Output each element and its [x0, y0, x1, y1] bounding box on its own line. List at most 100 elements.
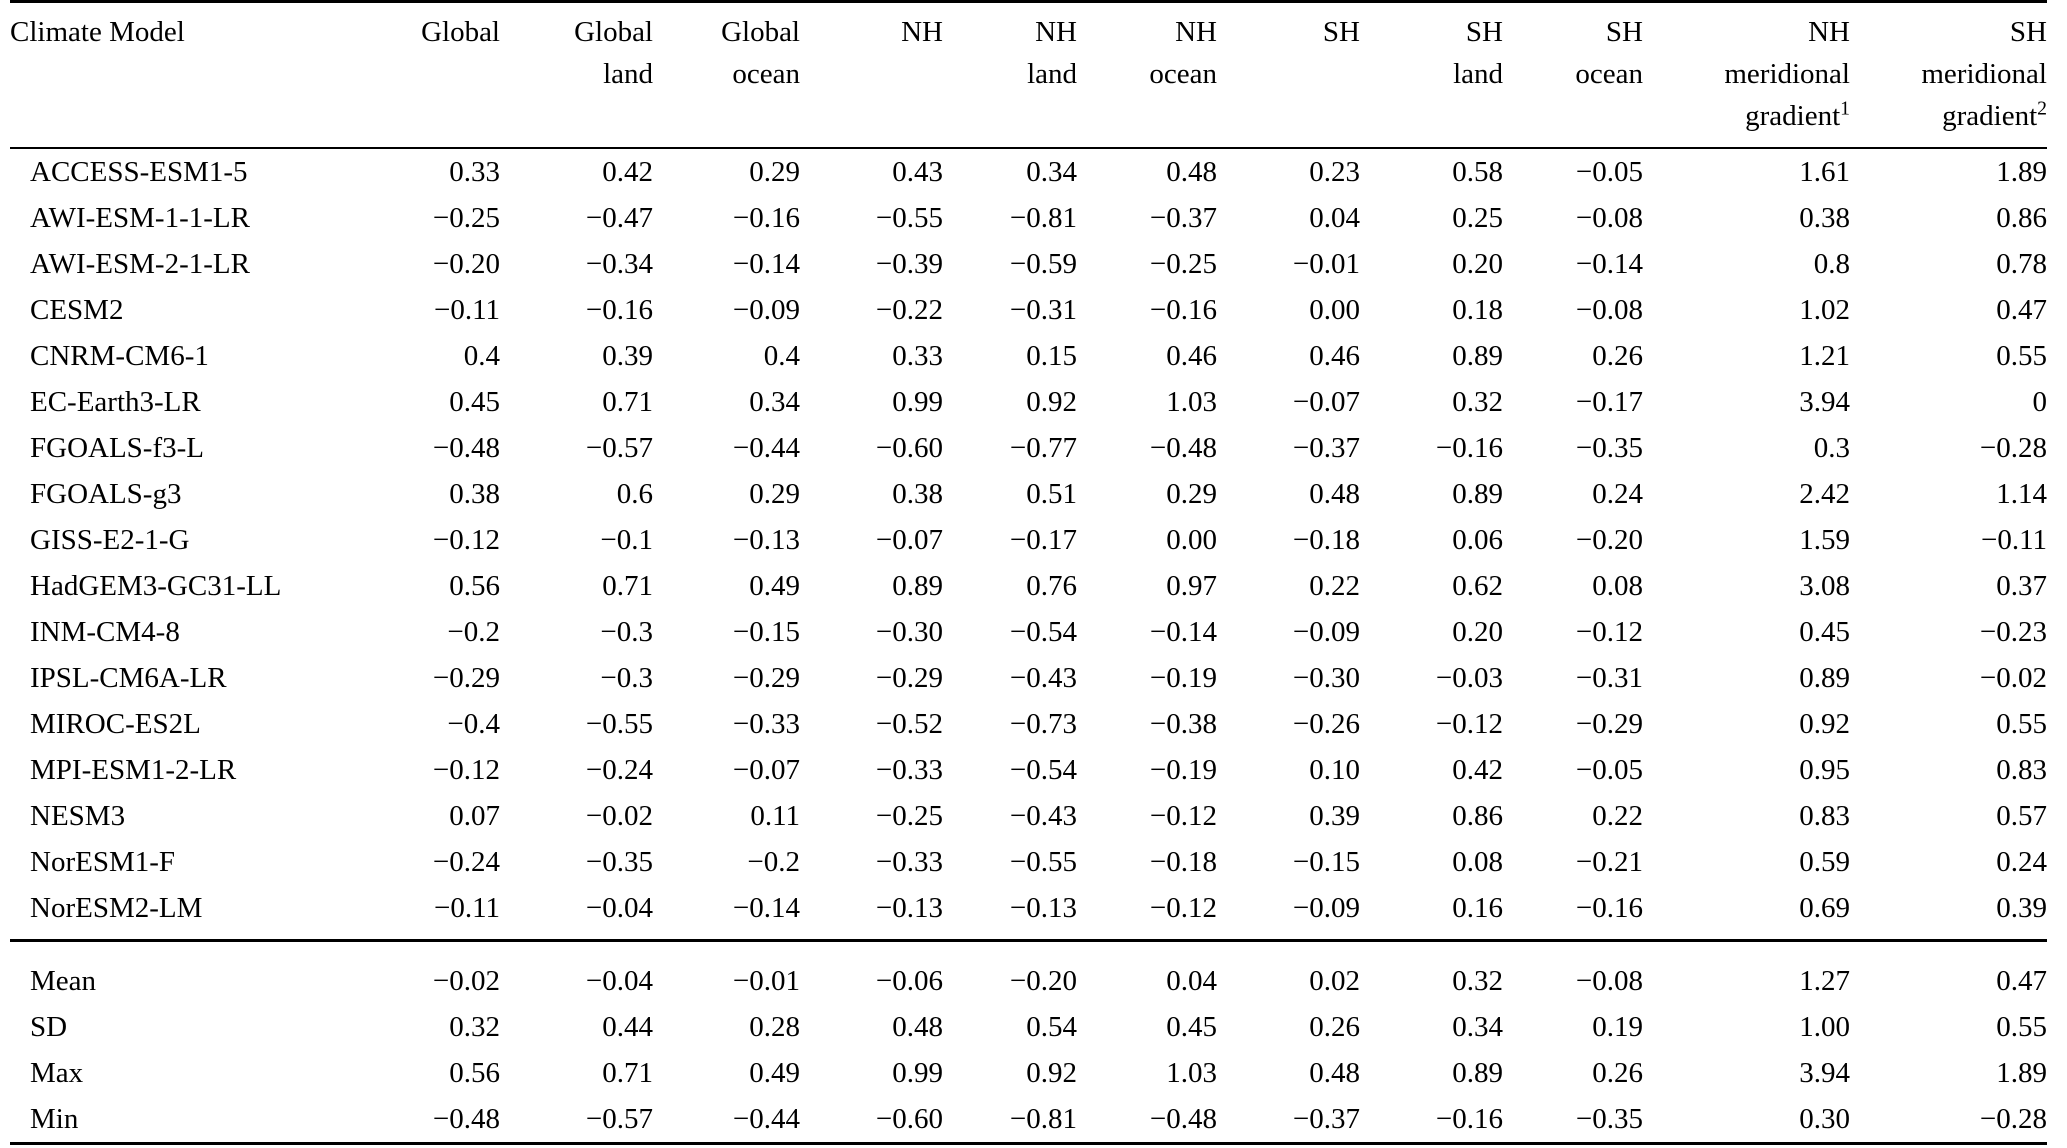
value-cell: −0.35 [1575, 1102, 1643, 1135]
value-cell: −0.08 [1503, 939, 1643, 1004]
table-row: CNRM-CM6-1 0.4 0.39 0.4 0.33 0.15 0.46 0.46 0.89… [10, 333, 2047, 379]
column-header-line: NH [1175, 16, 1217, 48]
value-cell: −0.05 [1575, 753, 1643, 786]
value-cell: 0.39 [602, 339, 653, 372]
value-cell: −0.05 [1575, 155, 1643, 188]
value-cell: 0.76 [1026, 569, 1077, 602]
model-name-cell: INM-CM4-8 [30, 615, 180, 648]
column-header: NH land [943, 1, 1077, 149]
value-cell: −0.12 [1435, 707, 1503, 740]
table-row: NorESM1-F −0.24 −0.35 −0.2 −0.33 −0.55 −0.18 −0… [10, 839, 2047, 885]
value-cell: 0.4 [763, 339, 800, 372]
value-cell: −0.16 [585, 293, 653, 326]
value-cell: −0.19 [1149, 661, 1217, 694]
value-cell: 1.03 [1166, 385, 1217, 418]
value-cell: −0.11 [1980, 523, 2047, 556]
value-cell: 0.48 [1166, 155, 1217, 188]
value-cell: −0.07 [875, 523, 943, 556]
model-name-cell: CNRM-CM6-1 [30, 339, 209, 372]
value-cell: −0.13 [1009, 891, 1077, 924]
value-cell: 0.95 [1799, 753, 1850, 786]
value-cell: 0.56 [449, 1056, 500, 1089]
value-cell: 0.10 [1309, 753, 1360, 786]
value-cell: 0.46 [1309, 339, 1360, 372]
summary-row: Min −0.48 −0.57 −0.44 −0.60 −0.81 −0.48 −0.37 −0… [10, 1096, 2047, 1144]
value-cell: −0.18 [1149, 845, 1217, 878]
value-cell: −0.35 [585, 845, 653, 878]
value-cell: 0.47 [1996, 293, 2047, 326]
value-cell: −0.12 [1575, 615, 1643, 648]
column-header: SH meridional gradient2 [1850, 1, 2047, 149]
value-cell: 0.86 [1452, 799, 1503, 832]
value-cell: 0.89 [1452, 339, 1503, 372]
summary-row: Max 0.56 0.71 0.49 0.99 0.92 1.03 0.48 0.89 0.26 3… [10, 1050, 2047, 1096]
value-cell: −0.60 [875, 431, 943, 464]
value-cell: −0.09 [1292, 615, 1360, 648]
value-cell: −0.29 [432, 661, 500, 694]
value-cell: −0.17 [1575, 385, 1643, 418]
value-cell: 0.11 [750, 799, 800, 832]
value-cell: −0.20 [432, 247, 500, 280]
value-cell: −0.25 [875, 799, 943, 832]
value-cell: −0.29 [875, 661, 943, 694]
value-cell: −0.24 [585, 753, 653, 786]
value-cell: −0.14 [1149, 615, 1217, 648]
value-cell: −0.57 [585, 1102, 653, 1135]
column-header-line: ocean [1149, 58, 1217, 90]
value-cell: −0.18 [1292, 523, 1360, 556]
table-row: AWI-ESM-1-1-LR −0.25 −0.47 −0.16 −0.55 −0.81 −… [10, 195, 2047, 241]
value-cell: −0.29 [732, 661, 800, 694]
value-cell: 0.92 [1026, 385, 1077, 418]
value-cell: 0.20 [1452, 247, 1503, 280]
table-row: AWI-ESM-2-1-LR −0.20 −0.34 −0.14 −0.39 −0.59 −… [10, 241, 2047, 287]
value-cell: −0.31 [1575, 661, 1643, 694]
value-cell: 0.97 [1166, 569, 1217, 602]
value-cell: 1.21 [1799, 339, 1850, 372]
value-cell: 0.59 [1799, 845, 1850, 878]
column-header-line: Global [421, 16, 500, 48]
value-cell: −0.3 [600, 661, 653, 694]
model-name-cell: FGOALS-f3-L [30, 431, 204, 464]
value-cell: −0.44 [732, 1102, 800, 1135]
value-cell: 0.30 [1799, 1102, 1850, 1135]
value-cell: 0.86 [1996, 201, 2047, 234]
value-cell: 0.26 [1592, 1056, 1643, 1089]
column-header-line: NH [901, 16, 943, 48]
summary-label-cell: Min [30, 1102, 79, 1135]
value-cell: 0.29 [749, 477, 800, 510]
table-row: HadGEM3-GC31-LL 0.56 0.71 0.49 0.89 0.76 0.97 0… [10, 563, 2047, 609]
model-name-cell: MPI-ESM1-2-LR [30, 753, 237, 786]
model-name-cell: AWI-ESM-2-1-LR [30, 247, 250, 280]
value-cell: 0.47 [1850, 939, 2047, 1004]
value-cell: 0.15 [1026, 339, 1077, 372]
column-header: NH [800, 1, 943, 149]
value-cell: 0.89 [1452, 477, 1503, 510]
value-cell: 0.78 [1996, 247, 2047, 280]
value-cell: −0.4 [447, 707, 500, 740]
model-name-cell: MIROC-ES2L [30, 707, 201, 740]
value-cell: 2.42 [1799, 477, 1850, 510]
column-header-line: SH [1605, 16, 1643, 48]
value-cell: −0.29 [1575, 707, 1643, 740]
value-cell: 0.38 [1799, 201, 1850, 234]
value-cell: 0.43 [892, 155, 943, 188]
value-cell: 0.28 [749, 1010, 800, 1043]
column-header: NH meridional gradient1 [1643, 1, 1850, 149]
value-cell: 0.29 [749, 155, 800, 188]
table-row: EC-Earth3-LR 0.45 0.71 0.34 0.99 0.92 1.03 −0.0… [10, 379, 2047, 425]
table-row: INM-CM4-8 −0.2 −0.3 −0.15 −0.30 −0.54 −0.14 −0.… [10, 609, 2047, 655]
value-cell: −0.33 [732, 707, 800, 740]
value-cell: −0.06 [800, 939, 943, 1004]
value-cell: −0.54 [1009, 615, 1077, 648]
value-cell: 0.89 [1452, 1056, 1503, 1089]
value-cell: 0.48 [892, 1010, 943, 1043]
table-row: MPI-ESM1-2-LR −0.12 −0.24 −0.07 −0.33 −0.54 −0… [10, 747, 2047, 793]
value-cell: 0.29 [1166, 477, 1217, 510]
value-cell: −0.11 [433, 293, 500, 326]
value-cell: 0.48 [1309, 477, 1360, 510]
model-name-cell: AWI-ESM-1-1-LR [30, 201, 250, 234]
value-cell: −0.59 [1009, 247, 1077, 280]
value-cell: 0.46 [1166, 339, 1217, 372]
value-cell: −0.19 [1149, 753, 1217, 786]
value-cell: 0.51 [1026, 477, 1077, 510]
